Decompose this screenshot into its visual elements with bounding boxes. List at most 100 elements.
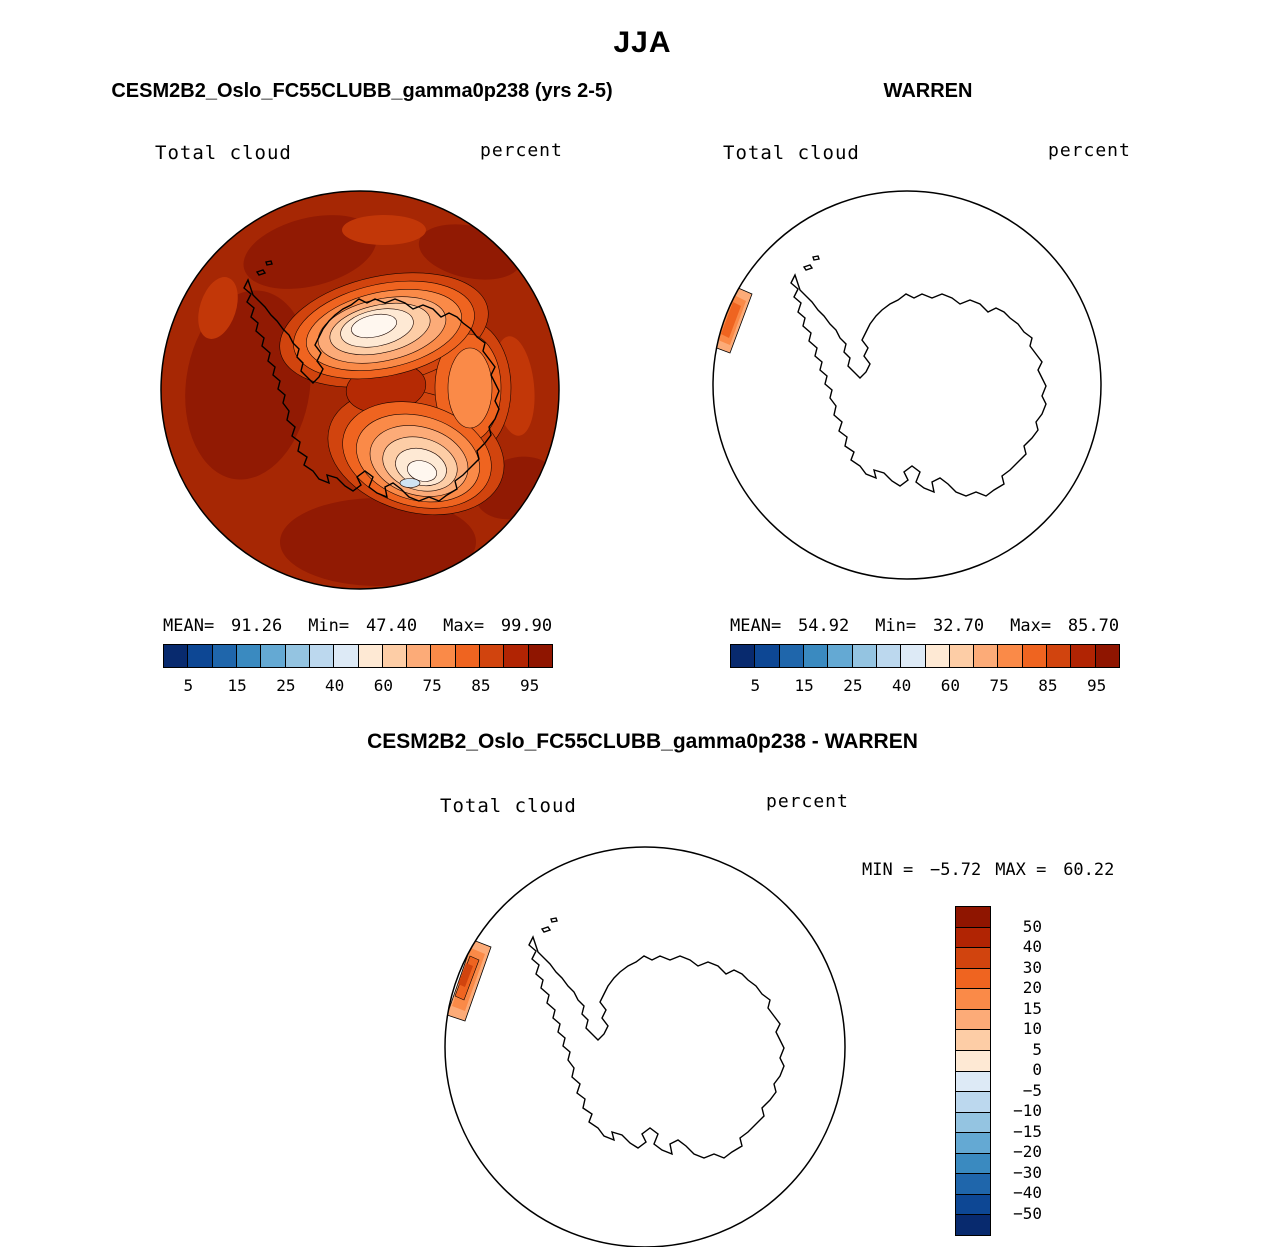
obs-coastline (790, 255, 1047, 497)
colorbar-level-label: −5 (1022, 1080, 1042, 1100)
colorbar-cell (261, 645, 286, 667)
model-colorbar (163, 644, 553, 668)
stat-value: 54.92 (798, 616, 850, 636)
model-map-fill (161, 191, 559, 589)
colorbar-cell (901, 645, 926, 667)
colorbar-tick-label: 60 (373, 676, 394, 695)
stat-label: Min= (875, 616, 917, 636)
colorbar-cell (334, 645, 359, 667)
diff-coastline (528, 917, 785, 1159)
colorbar-cell (956, 1215, 990, 1235)
colorbar-cell (455, 645, 481, 667)
colorbar-tick-label: 5 (750, 676, 761, 695)
colorbar-tick-label: 40 (891, 676, 912, 695)
colorbar-cell (956, 1174, 990, 1195)
colorbar-cell (852, 645, 877, 667)
diff-map (444, 846, 846, 1247)
colorbar-cell (876, 645, 902, 667)
colorbar-level-label: −40 (1013, 1183, 1042, 1202)
colorbar-cell (998, 645, 1023, 667)
obs-units-label: percent (1048, 140, 1131, 161)
colorbar-cell (956, 1153, 990, 1175)
colorbar-cell (480, 645, 505, 667)
colorbar-cell (212, 645, 237, 667)
colorbar-tick-label: 75 (989, 676, 1009, 695)
colorbar-tick-label: 95 (519, 676, 540, 695)
colorbar-cell (956, 948, 990, 969)
stat-value: 85.70 (1067, 616, 1120, 636)
colorbar-cell (382, 645, 408, 667)
colorbar-cell (285, 645, 310, 667)
colorbar-tick-label: 40 (324, 676, 345, 695)
colorbar-cell (1095, 645, 1119, 667)
colorbar-tick-label: 95 (1086, 676, 1107, 695)
colorbar-cell (956, 968, 990, 990)
colorbar-cell (236, 645, 262, 667)
colorbar-level-label: −50 (1013, 1203, 1042, 1223)
colorbar-cell (358, 645, 383, 667)
obs-data-patch (713, 286, 753, 354)
cloud-contours (279, 272, 512, 516)
stat-value: 60.22 (1063, 860, 1115, 880)
stat-value: 47.40 (365, 616, 418, 636)
colorbar-cell (956, 1009, 990, 1031)
colorbar-cell (956, 1133, 990, 1154)
diff-data-patch (446, 939, 492, 1022)
stat-value: 91.26 (231, 616, 283, 636)
colorbar-cell (309, 645, 335, 667)
colorbar-level-label: 30 (1022, 957, 1042, 977)
obs-map (712, 190, 1102, 580)
stat-label: MEAN= (163, 616, 215, 636)
colorbar-cell (956, 907, 990, 928)
model-panel-title: CESM2B2_Oslo_FC55CLUBB_gamma0p238 (yrs 2… (111, 80, 613, 102)
colorbar-cell (1022, 645, 1048, 667)
colorbar-level-label: −10 (1013, 1101, 1042, 1120)
stat-value: −5.72 (930, 860, 982, 880)
obs-map-border (712, 190, 1102, 580)
colorbar-cell (956, 989, 990, 1010)
colorbar-tick-label: 75 (422, 676, 442, 695)
colorbar-cell (407, 645, 432, 667)
colorbar-tick-label: 15 (227, 676, 247, 695)
colorbar-cell (956, 1194, 990, 1216)
colorbar-level-label: 50 (1022, 916, 1042, 936)
obs-colorbar-ticks: 5 15 25 40 60 75 85 95 (731, 676, 1121, 698)
colorbar-tick-label: 60 (940, 676, 961, 695)
stat-label: MEAN= (730, 616, 782, 636)
obs-panel-title: WARREN (883, 80, 973, 102)
colorbar-level-label: 0 (1032, 1060, 1042, 1079)
model-stats: MEAN= 91.26 Min= 47.40 Max= 99.90 (163, 616, 578, 636)
stat-label: MAX = (995, 860, 1047, 880)
model-units-label: percent (480, 140, 563, 161)
colorbar-level-label: −15 (1013, 1121, 1042, 1141)
colorbar-tick-label: 15 (794, 676, 814, 695)
colorbar-level-label: 40 (1022, 937, 1042, 956)
colorbar-cell (956, 1071, 990, 1093)
colorbar-cell (949, 645, 975, 667)
colorbar-level-label: −30 (1013, 1162, 1042, 1182)
stat-value: 32.70 (932, 616, 985, 636)
diff-stats: MIN = −5.72 MAX = 60.22 (862, 860, 1114, 880)
stat-label: Min= (308, 616, 350, 636)
colorbar-cell (925, 645, 950, 667)
model-map-border (160, 190, 560, 590)
colorbar-cell (956, 1030, 990, 1051)
obs-field-label: Total cloud (723, 142, 860, 164)
colorbar-level-label: −20 (1013, 1142, 1042, 1161)
colorbar-cell (731, 645, 756, 667)
colorbar-cell (803, 645, 829, 667)
colorbar-level-label: 15 (1022, 998, 1042, 1018)
colorbar-cell (1047, 645, 1072, 667)
colorbar-cell (431, 645, 456, 667)
colorbar-level-label: 20 (1022, 978, 1042, 997)
stat-value: 99.90 (500, 616, 553, 636)
obs-colorbar (730, 644, 1120, 668)
stat-label: Max= (443, 616, 485, 636)
colorbar-cell (779, 645, 804, 667)
colorbar-cell (974, 645, 999, 667)
colorbar-cell (956, 1092, 990, 1113)
diff-panel-title: CESM2B2_Oslo_FC55CLUBB_gamma0p238 - WARR… (367, 730, 918, 753)
colorbar-cell (528, 645, 552, 667)
main-title: JJA (613, 26, 672, 59)
